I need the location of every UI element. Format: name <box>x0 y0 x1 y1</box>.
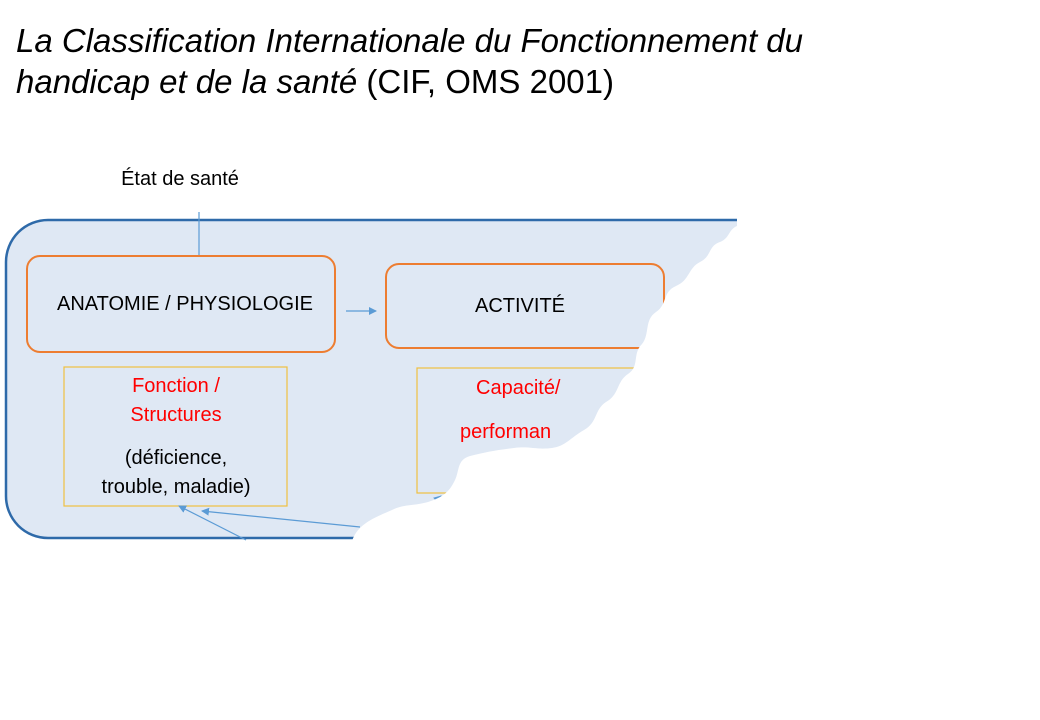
title-suffix: (CIF, OMS 2001) <box>357 63 614 100</box>
torn-edge-overlay <box>350 215 1040 548</box>
function-desc-line1: (déficience, <box>125 447 227 469</box>
title-italic-line1: La Classification Internationale du Fonc… <box>16 22 803 59</box>
health-state-label: État de santé <box>121 167 239 190</box>
capacity-label-line1: Capacité/ <box>476 377 561 399</box>
function-desc-line2: trouble, maladie) <box>102 476 251 498</box>
context-to-function-arrow-1 <box>201 507 361 528</box>
anatomy-physiology-label: ANATOMIE / PHYSIOLOGIE <box>57 293 313 315</box>
title-italic-line2: handicap et de la santé <box>16 63 358 100</box>
context-to-function-arrow-2 <box>178 505 247 541</box>
slide-title: La Classification Internationale du Fonc… <box>16 20 803 102</box>
function-label-line1: Fonction / <box>132 375 220 397</box>
function-structures-box <box>63 366 288 507</box>
capacity-label-line2: performan <box>460 421 551 443</box>
anatomy-physiology-box <box>26 255 336 353</box>
function-label-line2: Structures <box>130 404 221 426</box>
activity-label: ACTIVITÉ <box>475 294 565 317</box>
